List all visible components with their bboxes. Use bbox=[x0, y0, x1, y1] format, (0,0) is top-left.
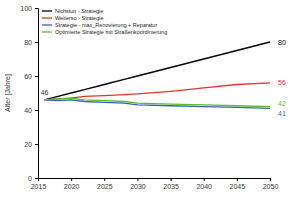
start-label: 46 bbox=[41, 89, 49, 96]
y-tick-label: 0 bbox=[28, 175, 32, 182]
y-tick-mark bbox=[35, 76, 38, 77]
x-tick: 2050 bbox=[263, 178, 279, 190]
x-tick-label: 2050 bbox=[263, 183, 279, 190]
y-tick: 0 bbox=[28, 175, 38, 182]
x-tick: 2020 bbox=[64, 178, 80, 190]
x-tick-mark bbox=[171, 178, 172, 181]
y-tick-mark bbox=[35, 178, 38, 179]
x-tick-label: 2015 bbox=[31, 183, 47, 190]
y-tick-mark bbox=[35, 110, 38, 111]
y-tick-label: 80 bbox=[24, 39, 32, 46]
chart: 2015202020252030203520402045205002040608… bbox=[0, 0, 300, 200]
legend-swatch bbox=[42, 17, 52, 18]
x-tick: 2040 bbox=[196, 178, 212, 190]
x-tick-mark bbox=[204, 178, 205, 181]
x-tick-mark bbox=[71, 178, 72, 181]
y-tick-mark bbox=[35, 8, 38, 9]
x-tick-label: 2045 bbox=[230, 183, 246, 190]
legend-swatch bbox=[42, 31, 52, 32]
x-tick-label: 2035 bbox=[163, 183, 179, 190]
end-label: 80 bbox=[278, 39, 286, 46]
y-tick-label: 100 bbox=[20, 5, 32, 12]
x-tick-label: 2020 bbox=[64, 183, 80, 190]
x-tick-mark bbox=[137, 178, 138, 181]
lines bbox=[45, 42, 270, 108]
y-tick: 100 bbox=[20, 5, 38, 12]
y-axis: 0 20 40 60 80 100 bbox=[20, 5, 38, 182]
value-labels: 80 56 41 42 46 bbox=[41, 39, 286, 117]
y-tick: 80 bbox=[24, 39, 38, 46]
legend-label: Weiterso - Strategie bbox=[55, 15, 104, 21]
series-line bbox=[45, 42, 270, 100]
x-tick: 2045 bbox=[230, 178, 246, 190]
x-tick: 2030 bbox=[130, 178, 146, 190]
series-line bbox=[45, 83, 270, 100]
y-tick: 60 bbox=[24, 73, 38, 80]
y-tick: 40 bbox=[24, 107, 38, 114]
legend-swatch bbox=[42, 24, 52, 25]
x-tick-mark bbox=[237, 178, 238, 181]
y-tick-mark bbox=[35, 42, 38, 43]
legend-item: Strategie - max_Renovierung + Reparatur bbox=[42, 22, 157, 28]
legend-label: Strategie - max_Renovierung + Reparatur bbox=[55, 22, 157, 28]
series-line bbox=[45, 98, 270, 107]
end-label: 56 bbox=[278, 79, 286, 86]
legend: Nichstun - StrategieWeiterso - Strategie… bbox=[42, 8, 167, 35]
x-tick-mark bbox=[104, 178, 105, 181]
x-tick: 2035 bbox=[163, 178, 179, 190]
legend-item: Weiterso - Strategie bbox=[42, 15, 104, 21]
x-tick-label: 2040 bbox=[196, 183, 212, 190]
y-tick: 20 bbox=[24, 141, 38, 148]
y-axis-title: Alter [Jahre] bbox=[4, 74, 12, 112]
end-label: 41 bbox=[278, 110, 286, 117]
y-tick-label: 40 bbox=[24, 107, 32, 114]
legend-swatch bbox=[42, 10, 52, 11]
legend-item: Optimierte Strategie mit Straßenkoordini… bbox=[42, 29, 167, 35]
x-tick-label: 2030 bbox=[130, 183, 146, 190]
x-tick-mark bbox=[270, 178, 271, 181]
x-tick: 2025 bbox=[97, 178, 113, 190]
x-axis-line bbox=[39, 179, 271, 182]
legend-item: Nichstun - Strategie bbox=[42, 8, 103, 14]
legend-label: Nichstun - Strategie bbox=[55, 8, 103, 14]
y-axis-line bbox=[35, 9, 39, 179]
end-label: 42 bbox=[278, 100, 286, 107]
plot: 2015202020252030203520402045205002040608… bbox=[20, 5, 286, 190]
x-tick: 2015 bbox=[31, 178, 47, 190]
legend-label: Optimierte Strategie mit Straßenkoordini… bbox=[55, 29, 167, 35]
y-tick-mark bbox=[35, 144, 38, 145]
x-axis: 2015 2020 2025 2030 2035 2040 2045 2050 bbox=[31, 178, 279, 190]
y-tick-label: 60 bbox=[24, 73, 32, 80]
y-tick-label: 20 bbox=[24, 141, 32, 148]
x-tick-label: 2025 bbox=[97, 183, 113, 190]
